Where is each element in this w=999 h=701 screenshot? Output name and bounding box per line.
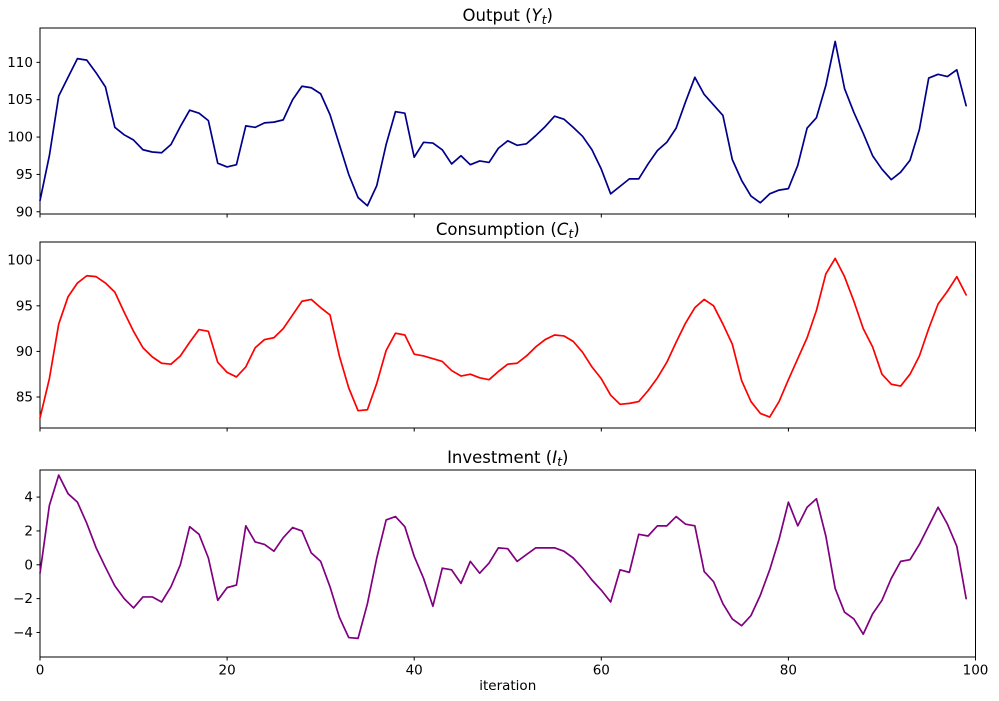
y-tick-label: −4 [13,625,33,641]
y-tick-label: 100 [7,253,33,269]
x-tick-label: 20 [219,663,236,679]
y-tick-label: 95 [16,167,33,183]
plot-frame [39,241,976,429]
y-tick-label: 90 [16,204,33,220]
x-tick-label: 40 [406,663,423,679]
y-tick-label: 105 [7,92,33,108]
x-tick-label: 0 [36,663,45,679]
x-axis-label: iteration [479,678,536,694]
y-tick-label: 95 [16,298,33,314]
investment-title: Investment (It) [447,448,568,469]
plot-frame [39,27,976,215]
y-tick-label: 4 [24,490,33,506]
x-tick-label: 80 [780,663,797,679]
consumption-chart: 85 90 95 100 Consumption (Ct) [7,220,976,432]
y-tick-label: 100 [7,130,33,146]
y-tick-label: 110 [7,55,33,71]
output-title: Output (Yt) [463,6,553,27]
plot-frame [39,469,976,658]
x-tick-label: 100 [963,663,989,679]
y-tick-label: 90 [16,344,33,360]
output-chart: 90 95 100 105 110 Output (Yt) [7,6,976,220]
y-tick-label: −2 [13,591,33,607]
y-tick-label: 0 [24,557,33,573]
output-line [39,40,967,207]
investment-line [39,474,967,640]
consumption-line [39,257,967,419]
consumption-title: Consumption (Ct) [436,220,580,241]
y-tick-label: 2 [24,523,33,539]
x-tick-label: 60 [593,663,610,679]
y-tick-label: 85 [16,390,33,406]
